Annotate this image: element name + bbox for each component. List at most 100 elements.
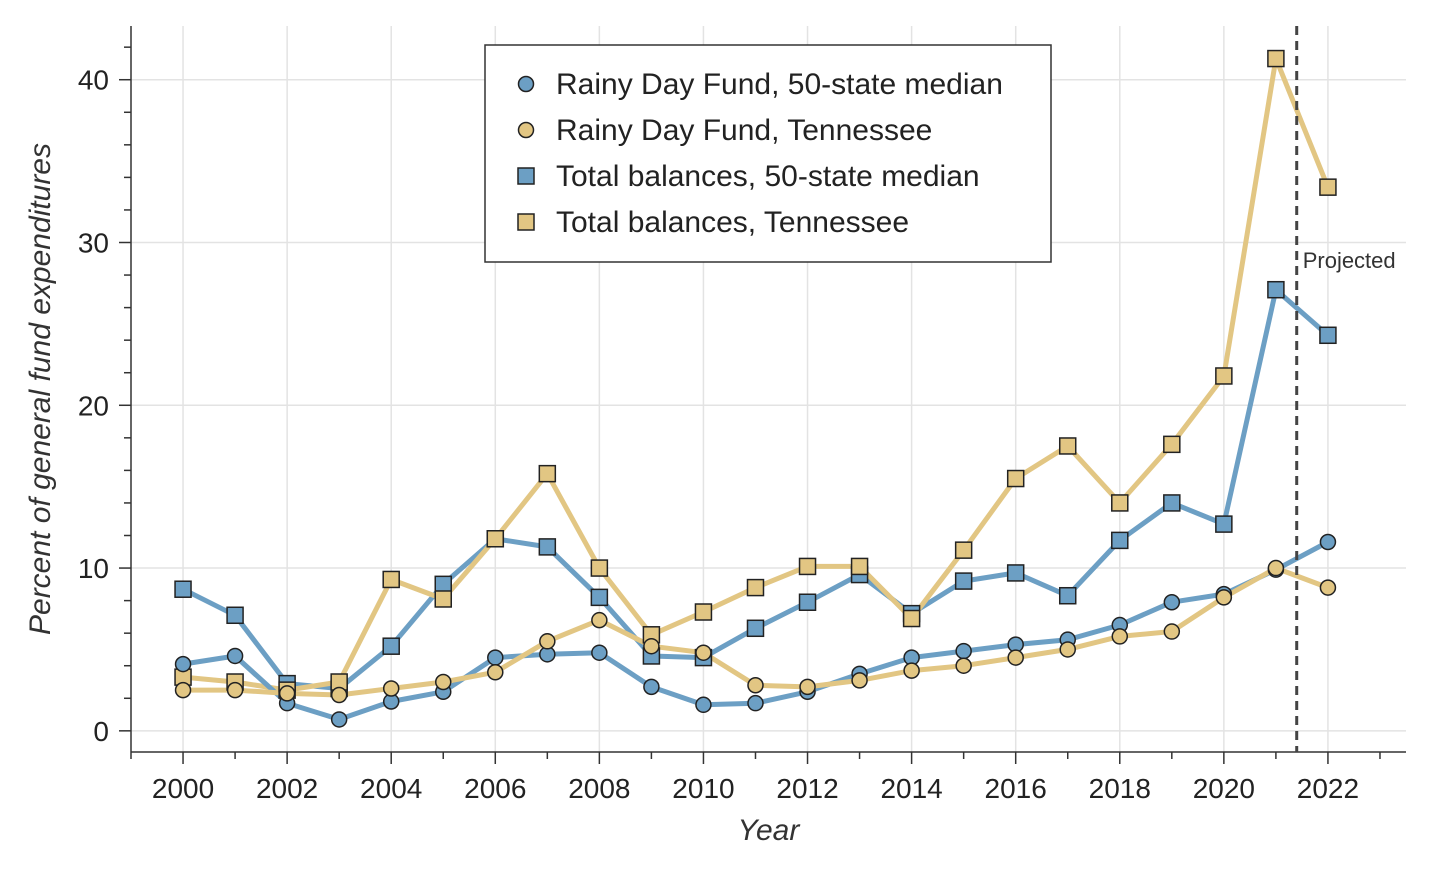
data-point-square bbox=[1111, 531, 1129, 550]
data-point-square bbox=[798, 593, 817, 611]
data-point-square bbox=[1058, 437, 1077, 455]
x-tick-label: 2010 bbox=[672, 773, 734, 804]
legend-marker-circle bbox=[517, 121, 535, 139]
data-point-circle bbox=[174, 681, 192, 699]
data-point-circle bbox=[487, 649, 504, 666]
data-point-circle bbox=[955, 657, 972, 674]
data-point-circle bbox=[539, 633, 556, 650]
data-point-square bbox=[1267, 49, 1285, 68]
data-point-square bbox=[1058, 586, 1077, 605]
data-point-square bbox=[902, 609, 921, 628]
x-tick-label: 2016 bbox=[985, 773, 1047, 804]
data-point-square bbox=[486, 530, 505, 548]
data-point-square bbox=[1215, 367, 1233, 385]
data-point-square bbox=[1319, 178, 1337, 196]
data-point-circle bbox=[955, 642, 972, 660]
y-tick-label: 40 bbox=[78, 65, 109, 96]
data-point-square bbox=[694, 603, 713, 621]
data-point-circle bbox=[903, 662, 920, 679]
data-point-square bbox=[1215, 515, 1233, 533]
x-tick-label: 2018 bbox=[1089, 773, 1151, 804]
data-point-circle bbox=[591, 644, 608, 661]
annotation-label: Projected bbox=[1303, 248, 1396, 273]
data-point-square bbox=[1267, 280, 1285, 299]
data-point-circle bbox=[382, 680, 400, 697]
axes: 2000 2002 2004 2006 2008 2010 2012 2014 2016 2018… bbox=[78, 26, 1406, 804]
data-point-square bbox=[746, 619, 765, 638]
data-point-circle bbox=[851, 672, 868, 689]
data-point-circle bbox=[643, 678, 660, 696]
y-tick-label: 10 bbox=[78, 553, 109, 584]
data-point-square bbox=[798, 557, 817, 576]
data-point-circle bbox=[1007, 649, 1024, 666]
data-point-square bbox=[434, 590, 452, 608]
data-point-square bbox=[538, 464, 557, 483]
x-tick-label: 2004 bbox=[360, 773, 422, 804]
data-point-circle bbox=[591, 611, 608, 629]
legend-entry-total-balances-tennessee: Total balances, Tennessee bbox=[556, 206, 909, 239]
legend-marker-circle bbox=[517, 75, 535, 93]
data-point-circle bbox=[174, 655, 192, 673]
legend-entry-rainy-day-tennessee: Rainy Day Fund, Tennessee bbox=[556, 114, 932, 147]
legend-entry-total-balances-median: Total balances, 50-state median bbox=[556, 160, 980, 193]
data-point-circle bbox=[330, 686, 348, 704]
data-point-square bbox=[538, 538, 557, 556]
legend-entry-rainy-day-median: Rainy Day Fund, 50-state median bbox=[556, 68, 1003, 101]
data-point-square bbox=[1163, 494, 1181, 512]
data-point-circle bbox=[1319, 533, 1337, 551]
data-point-square bbox=[382, 570, 400, 589]
legend-marker-square bbox=[517, 213, 535, 231]
data-point-circle bbox=[747, 694, 764, 712]
data-point-circle bbox=[1319, 579, 1337, 596]
data-point-square bbox=[954, 541, 973, 559]
data-point-circle bbox=[1059, 641, 1076, 658]
data-point-square bbox=[226, 606, 244, 625]
data-point-circle bbox=[799, 678, 816, 696]
x-tick-label: 2020 bbox=[1193, 773, 1255, 804]
data-point-circle bbox=[1267, 559, 1285, 577]
legend-box bbox=[484, 44, 1052, 263]
data-point-square bbox=[590, 588, 609, 607]
data-point-square bbox=[174, 580, 192, 598]
data-point-square bbox=[850, 557, 869, 576]
x-axis-title: Year bbox=[738, 814, 801, 847]
annotation-layer: Projected bbox=[1295, 26, 1396, 752]
data-point-circle bbox=[695, 696, 712, 714]
data-point-circle bbox=[1163, 593, 1181, 611]
data-point-circle bbox=[434, 673, 452, 691]
data-point-square bbox=[954, 572, 973, 590]
data-point-circle bbox=[1163, 623, 1181, 640]
data-point-circle bbox=[1215, 589, 1233, 606]
data-point-square bbox=[1319, 326, 1337, 345]
x-tick-label: 2008 bbox=[568, 773, 630, 804]
legend: Rainy Day Fund, 50-state median Rainy Da… bbox=[484, 44, 1052, 263]
data-point-circle bbox=[330, 711, 348, 728]
data-point-circle bbox=[487, 663, 504, 681]
data-point-square bbox=[382, 637, 400, 655]
y-axis-title: Percent of general fund expenditures bbox=[24, 143, 57, 635]
series-layer bbox=[174, 49, 1337, 728]
x-tick-label: 2006 bbox=[464, 773, 526, 804]
data-point-square bbox=[1006, 469, 1025, 488]
x-tick-label: 2002 bbox=[256, 773, 318, 804]
data-point-square bbox=[434, 575, 452, 594]
data-point-square bbox=[1163, 435, 1181, 454]
legend-marker-square bbox=[517, 167, 535, 185]
x-tick-label: 2000 bbox=[152, 773, 214, 804]
x-tick-label: 2022 bbox=[1297, 773, 1359, 804]
data-point-circle bbox=[1111, 628, 1129, 645]
data-point-circle bbox=[695, 644, 712, 661]
data-point-circle bbox=[747, 677, 764, 694]
y-tick-label: 0 bbox=[93, 716, 109, 747]
x-tick-label: 2012 bbox=[776, 773, 838, 804]
data-point-circle bbox=[226, 647, 244, 665]
data-point-circle bbox=[278, 685, 296, 702]
data-point-square bbox=[1111, 494, 1129, 512]
legend-markers bbox=[517, 75, 535, 231]
data-point-square bbox=[590, 559, 609, 577]
y-tick-label: 20 bbox=[78, 390, 109, 421]
data-point-square bbox=[1006, 564, 1025, 582]
data-point-circle bbox=[643, 637, 660, 655]
data-point-square bbox=[746, 578, 765, 597]
